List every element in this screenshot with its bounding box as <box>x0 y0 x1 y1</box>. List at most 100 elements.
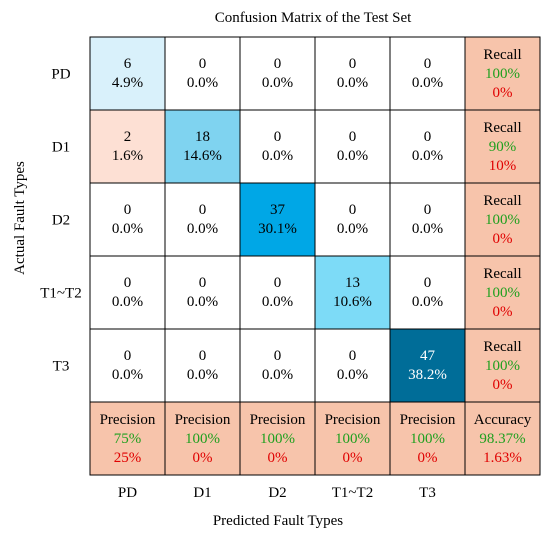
summary-label: Precision <box>100 412 156 428</box>
matrix-cell: 0 0.0% <box>314 182 391 257</box>
cell-background <box>164 109 241 184</box>
matrix-cell: 0 0.0% <box>164 36 241 111</box>
cell-background <box>389 255 466 330</box>
matrix-cell: 0 0.0% <box>89 328 166 403</box>
cell-count: 13 <box>345 275 360 291</box>
cell-background <box>239 255 316 330</box>
matrix-cell: 47 38.2% <box>389 328 466 403</box>
cell-background <box>239 328 316 403</box>
cell-percent: 0.0% <box>412 294 443 310</box>
cell-background <box>314 401 391 476</box>
cell-percent: 0.0% <box>262 148 293 164</box>
cell-background <box>314 255 391 330</box>
cell-percent: 14.6% <box>183 148 222 164</box>
cell-background <box>389 401 466 476</box>
row-tick-labels: PD D1 D2 T1~T2 T3 <box>40 67 81 375</box>
matrix-cell: 0 0.0% <box>164 328 241 403</box>
cell-percent: 0.0% <box>262 294 293 310</box>
y-axis-label: Actual Fault Types <box>12 161 28 275</box>
matrix-cell: 0 0.0% <box>239 36 316 111</box>
cell-percent: 1.6% <box>112 148 143 164</box>
summary-bad-value: 0% <box>418 450 438 466</box>
cell-percent: 0.0% <box>187 75 218 91</box>
cell-count: 18 <box>195 129 210 145</box>
summary-good-value: 100% <box>185 431 220 447</box>
summary-good-value: 100% <box>485 212 520 228</box>
row-tick-label: D1 <box>52 140 70 156</box>
summary-bad-value: 25% <box>114 450 142 466</box>
precision-cell: Precision 75% 25% <box>89 401 166 476</box>
cell-count: 0 <box>349 56 357 72</box>
matrix-cell: 0 0.0% <box>389 182 466 257</box>
cell-count: 2 <box>124 129 132 145</box>
matrix-cell: 18 14.6% <box>164 109 241 184</box>
cell-background <box>239 109 316 184</box>
cell-percent: 0.0% <box>337 75 368 91</box>
cell-background <box>314 182 391 257</box>
cell-background <box>164 255 241 330</box>
cell-background <box>164 401 241 476</box>
precision-cell: Precision 100% 0% <box>239 401 316 476</box>
summary-good-value: 100% <box>485 285 520 301</box>
cell-count: 0 <box>424 202 432 218</box>
cell-background <box>389 182 466 257</box>
cell-background <box>464 36 541 111</box>
cell-background <box>89 36 166 111</box>
cell-count: 0 <box>124 275 132 291</box>
summary-bad-value: 0% <box>193 450 213 466</box>
summary-good-value: 100% <box>260 431 295 447</box>
row-tick-label: D2 <box>52 213 70 229</box>
row-tick-label: T1~T2 <box>40 286 81 302</box>
chart-title: Confusion Matrix of the Test Set <box>215 10 412 26</box>
row-tick-label: PD <box>51 67 70 83</box>
cell-background <box>464 401 541 476</box>
matrix-cell: 0 0.0% <box>239 255 316 330</box>
cell-background <box>239 401 316 476</box>
x-axis-label: Predicted Fault Types <box>213 513 343 529</box>
column-tick-label: D2 <box>268 485 286 501</box>
matrix-cell: 6 4.9% <box>89 36 166 111</box>
cell-background <box>164 328 241 403</box>
precision-cell: Precision 100% 0% <box>164 401 241 476</box>
matrix-cell: 0 0.0% <box>239 328 316 403</box>
cell-count: 6 <box>124 56 132 72</box>
cell-background <box>314 109 391 184</box>
cell-percent: 0.0% <box>337 367 368 383</box>
matrix-cell: 0 0.0% <box>239 109 316 184</box>
cell-percent: 0.0% <box>412 221 443 237</box>
precision-cell: Precision 100% 0% <box>314 401 391 476</box>
cell-count: 0 <box>424 56 432 72</box>
precision-cell: Precision 100% 0% <box>389 401 466 476</box>
cell-percent: 0.0% <box>412 148 443 164</box>
cell-background <box>89 182 166 257</box>
cell-background <box>164 36 241 111</box>
cell-percent: 0.0% <box>187 367 218 383</box>
matrix-cells: 6 4.9% 0 0.0% 0 0.0% 0 0.0% 0 0.0% Recall 100% 0% 2 1.… <box>89 36 541 476</box>
cell-count: 0 <box>274 129 282 145</box>
cell-count: 0 <box>124 348 132 364</box>
matrix-cell: 37 30.1% <box>239 182 316 257</box>
cell-background <box>389 328 466 403</box>
column-tick-label: D1 <box>193 485 211 501</box>
summary-label: Recall <box>483 120 521 136</box>
summary-label: Accuracy <box>474 412 532 428</box>
summary-label: Precision <box>400 412 456 428</box>
matrix-cell: 0 0.0% <box>164 182 241 257</box>
cell-percent: 38.2% <box>408 367 447 383</box>
matrix-cell: 0 0.0% <box>314 109 391 184</box>
matrix-cell: 0 0.0% <box>389 36 466 111</box>
cell-background <box>464 328 541 403</box>
summary-bad-value: 0% <box>493 231 513 247</box>
cell-percent: 4.9% <box>112 75 143 91</box>
cell-count: 0 <box>199 348 207 364</box>
cell-count: 47 <box>420 348 436 364</box>
column-tick-label: T1~T2 <box>332 485 373 501</box>
matrix-cell: 0 0.0% <box>314 36 391 111</box>
cell-background <box>239 182 316 257</box>
summary-bad-value: 0% <box>268 450 288 466</box>
cell-percent: 0.0% <box>112 367 143 383</box>
cell-count: 0 <box>424 129 432 145</box>
summary-label: Recall <box>483 47 521 63</box>
summary-good-value: 100% <box>335 431 370 447</box>
cell-background <box>464 255 541 330</box>
